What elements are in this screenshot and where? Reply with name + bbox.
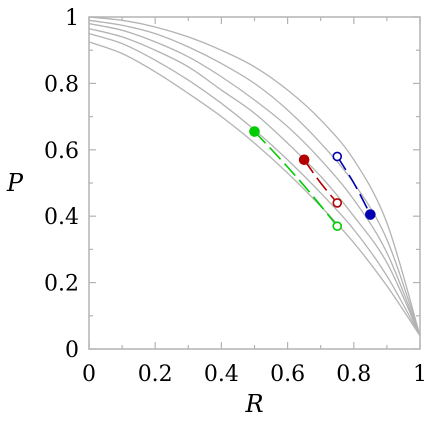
y-tick-label: 0.8 [44,72,79,97]
x-tick-label: 1 [413,362,427,387]
series-3-end-point [332,151,343,162]
series-line-1 [253,130,338,227]
y-tick-label: 0.6 [44,139,79,164]
background-curves [88,16,421,337]
series-2-end-point [332,198,343,208]
iso-curve-5 [88,32,421,337]
iso-curve-4 [88,27,421,336]
y-tick-label: 0 [65,338,79,363]
series-line-2 [303,159,338,204]
x-tick-label: 0.2 [138,362,173,387]
x-tick-label: 0.4 [204,362,239,387]
tick-labels: 0 0.2 0.4 0.6 0.8 1 0 0.2 0.4 0.6 0.8 1 [44,6,427,387]
series-2-start-point [298,154,310,166]
x-tick-label: 0.8 [336,362,371,387]
x-tick-label: 0.6 [270,362,305,387]
x-tick-label: 0 [82,362,96,387]
series-layer [249,126,376,231]
y-tick-label: 1 [65,6,79,31]
series-1-start-point [249,126,260,137]
x-axis-label: R [244,390,263,418]
iso-curve-6 [88,41,421,337]
iso-curve-2 [88,19,421,336]
iso-curve-1 [88,16,421,336]
series-1-end-point [332,221,343,231]
y-tick-label: 0.4 [44,205,79,230]
plot-frame [88,16,421,350]
y-tick-label: 0.2 [44,272,79,297]
series-3-start-point [365,209,376,220]
y-axis-label: P [6,169,24,197]
iso-curve-3 [88,23,421,336]
series-line-3 [336,156,372,215]
